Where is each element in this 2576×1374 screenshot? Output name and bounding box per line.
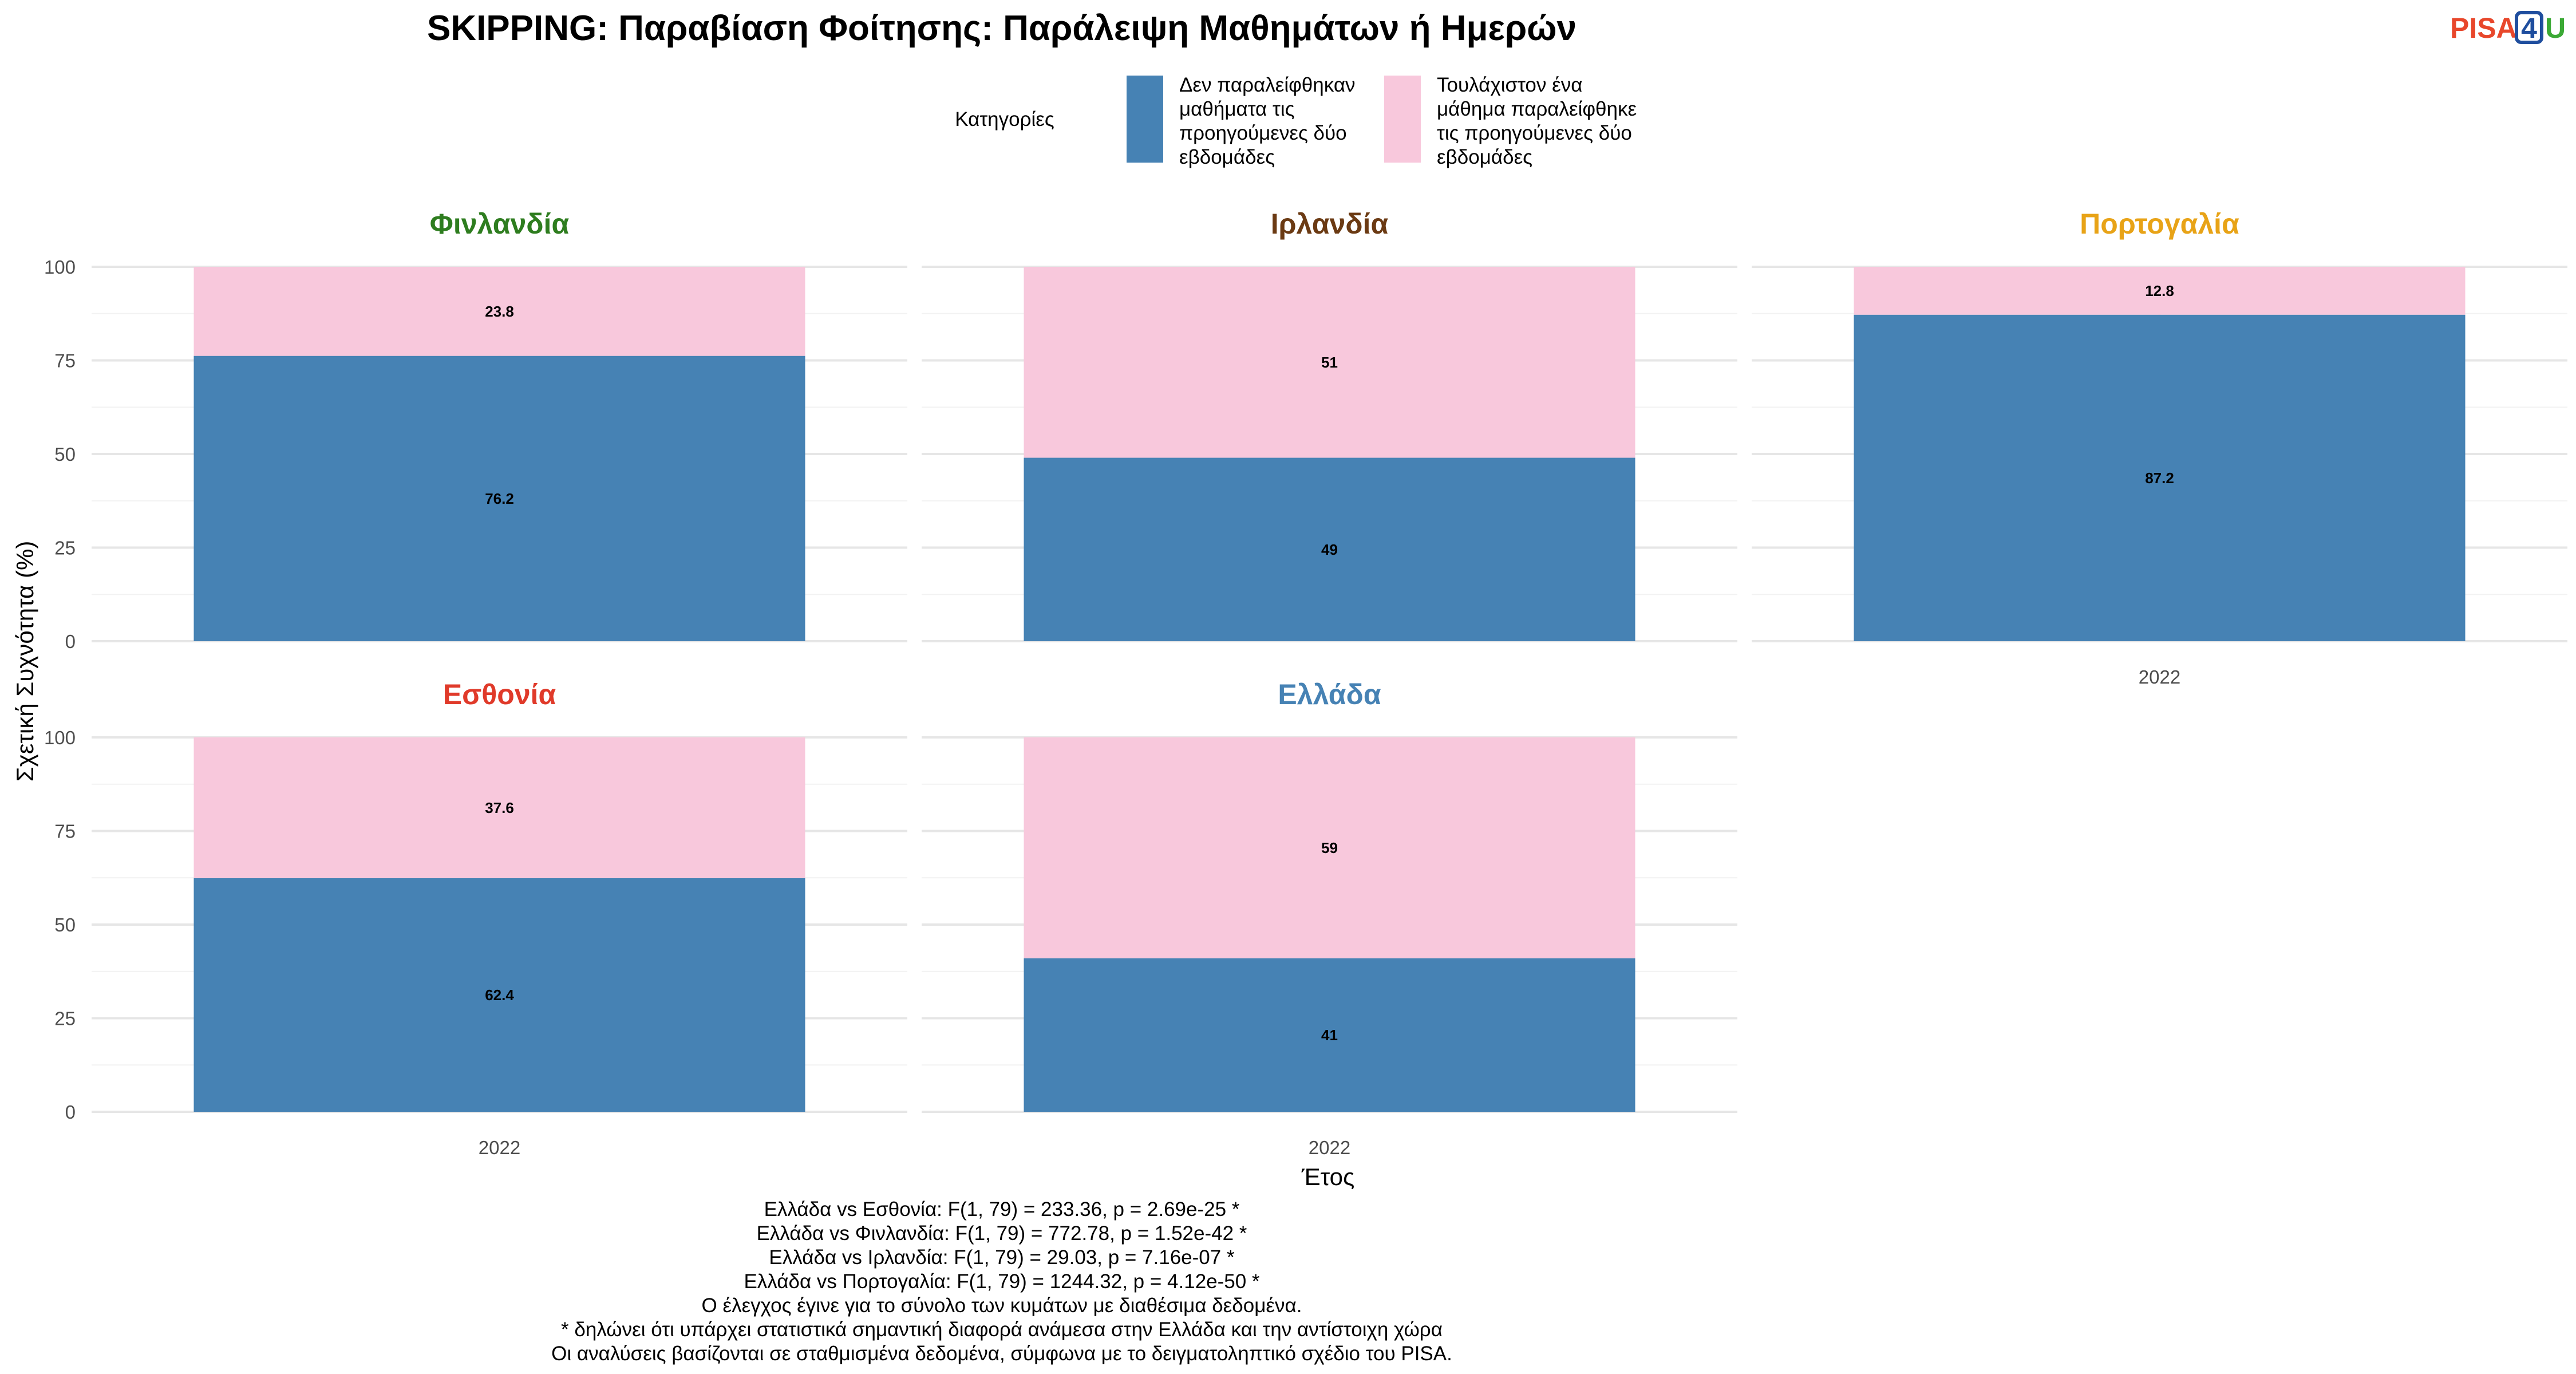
x-tick-label-4: 2022 — [479, 1137, 520, 1158]
bar-value-label-5-1: 41 — [1321, 1026, 1338, 1044]
note-line-1: Ελλάδα vs Εσθονία: F(1, 79) = 233.36, p … — [764, 1198, 1240, 1221]
bar-value-label-1-1: 76.2 — [485, 490, 514, 507]
y-tick-label: 50 — [54, 914, 76, 935]
facet-panel-5: Ελλάδα 41 59 2022 — [922, 678, 1737, 1158]
legend-title: Κατηγορίες — [955, 108, 1054, 131]
legend-label-2-line-1: Τουλάχιστον ένα — [1437, 74, 1582, 96]
facet-panel-3: Πορτογαλία 87.2 12.8 2022 — [1752, 208, 2567, 688]
y-tick-label: 75 — [54, 350, 76, 372]
bar-segment-2-2 — [1024, 267, 1635, 458]
bar-segment-1-2 — [193, 267, 805, 356]
legend-swatch-2 — [1384, 76, 1421, 163]
legend-label-1-line-1: Δεν παραλείφθηκαν — [1179, 74, 1356, 96]
bar-segment-4-2 — [193, 737, 805, 878]
legend-label-2-line-3: τις προηγούμενες δύο — [1437, 122, 1632, 144]
legend-label-1-line-3: προηγούμενες δύο — [1179, 122, 1347, 144]
facet-title-1: Φινλανδία — [430, 208, 570, 240]
bar-value-label-2-1: 49 — [1321, 541, 1338, 558]
note-line-6: * δηλώνει ότι υπάρχει στατιστικά σημαντι… — [561, 1318, 1443, 1341]
bar-value-label-4-2: 37.6 — [485, 799, 514, 816]
bar-segment-3-1 — [1854, 314, 2466, 641]
x-tick-label-3: 2022 — [2139, 666, 2180, 688]
legend-label-2-line-2: μάθημα παραλείφθηκε — [1437, 98, 1637, 120]
note-line-5: Ο έλεγχος έγινε για το σύνολο των κυμάτω… — [702, 1294, 1302, 1317]
y-tick-label: 100 — [44, 727, 76, 748]
bar-segment-5-1 — [1024, 958, 1635, 1112]
legend-label-2-line-4: εβδομάδες — [1437, 146, 1532, 168]
facet-panel-4: Εσθονία 0 25 50 75 100 62.4 37.6 2022 — [44, 678, 907, 1158]
logo: PISA 4 U — [2450, 11, 2566, 44]
legend-label-1-line-2: μαθήματα τις — [1179, 98, 1295, 120]
bar-segment-1-1 — [193, 356, 805, 641]
bar-value-label-1-2: 23.8 — [485, 303, 514, 320]
y-tick-label: 50 — [54, 444, 76, 465]
logo-text-u: U — [2545, 12, 2566, 44]
facet-title-5: Ελλάδα — [1278, 678, 1381, 710]
legend-label-1-line-4: εβδομάδες — [1179, 146, 1275, 168]
y-tick-label: 75 — [54, 821, 76, 842]
bar-value-label-4-1: 62.4 — [485, 986, 514, 1004]
bar-value-label-2-2: 51 — [1321, 354, 1338, 371]
y-tick-label: 25 — [54, 538, 76, 559]
note-line-2: Ελλάδα vs Φινλανδία: F(1, 79) = 772.78, … — [757, 1222, 1247, 1245]
x-axis-title: Έτος — [1301, 1163, 1355, 1190]
bar-segment-5-2 — [1024, 737, 1635, 958]
facet-title-3: Πορτογαλία — [2080, 208, 2239, 240]
bar-value-label-5-2: 59 — [1321, 839, 1338, 856]
y-tick-label: 25 — [54, 1008, 76, 1029]
note-line-3: Ελλάδα vs Ιρλανδία: F(1, 79) = 29.03, p … — [769, 1246, 1235, 1269]
note-line-7: Οι αναλύσεις βασίζονται σε σταθμισμένα δ… — [551, 1343, 1452, 1365]
y-tick-label: 0 — [65, 1101, 76, 1123]
facet-title-4: Εσθονία — [443, 678, 556, 710]
logo-text-4: 4 — [2521, 12, 2537, 44]
logo-box — [2515, 11, 2543, 44]
bar-value-label-3-2: 12.8 — [2145, 282, 2174, 299]
logo-text-pisa: PISA — [2450, 12, 2517, 44]
bar-segment-3-2 — [1854, 267, 2466, 315]
facet-panel-1: Φινλανδία 0 25 50 75 100 76.2 23.8 — [44, 208, 907, 652]
facets: Φινλανδία 0 25 50 75 100 76.2 23.8 Ιρλανδία 49 51 Π… — [44, 208, 2567, 1158]
note-line-4: Ελλάδα vs Πορτογαλία: F(1, 79) = 1244.32… — [744, 1270, 1259, 1293]
bar-value-label-3-1: 87.2 — [2145, 469, 2174, 487]
facet-panel-2: Ιρλανδία 49 51 — [922, 208, 1737, 642]
notes: Ελλάδα vs Εσθονία: F(1, 79) = 233.36, p … — [551, 1198, 1452, 1365]
y-axis-title: Σχετική Συχνότητα (%) — [11, 541, 38, 782]
legend-swatch-1 — [1127, 76, 1163, 163]
x-tick-label-5: 2022 — [1309, 1137, 1350, 1158]
bar-segment-4-1 — [193, 878, 805, 1112]
bar-segment-2-1 — [1024, 457, 1635, 641]
y-tick-label: 100 — [44, 256, 76, 278]
chart-title: SKIPPING: Παραβίαση Φοίτησης: Παράλειψη … — [427, 9, 1577, 48]
facet-title-2: Ιρλανδία — [1271, 208, 1389, 240]
y-tick-label: 0 — [65, 631, 76, 652]
